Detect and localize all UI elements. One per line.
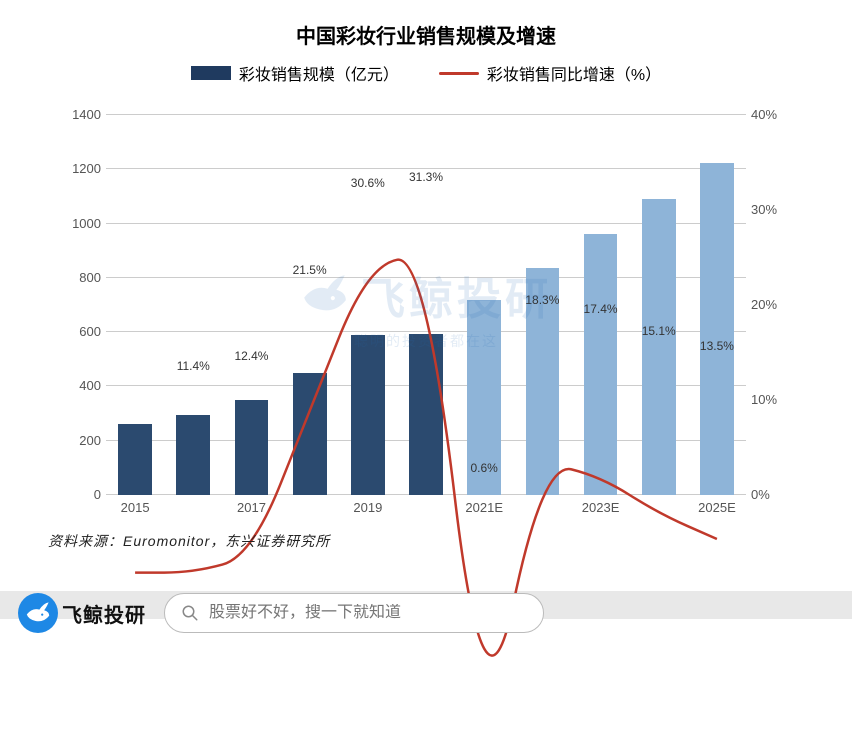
footer-logo[interactable]: 飞鲸投研 <box>18 593 146 633</box>
whale-logo-icon <box>18 593 58 633</box>
growth-label: 31.3% <box>409 170 443 184</box>
chart-title: 中国彩妆行业销售规模及增速 <box>40 20 812 49</box>
legend-bar-label: 彩妆销售规模（亿元） <box>239 61 399 85</box>
x-tick: 2025E <box>688 500 746 525</box>
x-tick: 2021E <box>455 500 513 525</box>
search-icon <box>181 604 199 622</box>
growth-label: 11.4% <box>177 359 210 373</box>
x-tick: 2019 <box>339 500 397 525</box>
footer-logo-text: 飞鲸投研 <box>62 599 146 628</box>
growth-label: 12.4% <box>234 349 268 363</box>
legend-bar-swatch <box>191 66 231 80</box>
growth-label: 18.3% <box>525 293 559 307</box>
source-text: 资料来源：Euromonitor，东兴证券研究所 <box>48 531 330 551</box>
x-axis: 2015 2017 2019 2021E 2023E 2025E <box>106 500 746 525</box>
legend-line-item: 彩妆销售同比增速（%） <box>439 61 661 85</box>
legend-line-swatch <box>439 72 479 75</box>
legend: 彩妆销售规模（亿元） 彩妆销售同比增速（%） <box>40 61 812 85</box>
growth-label: 30.6% <box>351 176 385 190</box>
chart-container: 中国彩妆行业销售规模及增速 彩妆销售规模（亿元） 彩妆销售同比增速（%） 020… <box>0 0 852 643</box>
footer-bar: 飞鲸投研 <box>0 583 852 643</box>
plot-wrap: 0200400600800100012001400 0%10%20%30%40%… <box>46 105 806 525</box>
legend-line-label: 彩妆销售同比增速（%） <box>487 61 661 85</box>
x-tick <box>513 500 571 525</box>
y-left-axis: 0200400600800100012001400 <box>46 115 101 495</box>
legend-bar-item: 彩妆销售规模（亿元） <box>191 61 399 85</box>
x-tick <box>164 500 222 525</box>
growth-label: 17.4% <box>584 302 618 316</box>
plot-area: 11.4% 12.4% 21.5% 30.6% 31.3% 0.6% 18.3% 17.4% 1… <box>106 115 746 495</box>
x-tick: 2023E <box>572 500 630 525</box>
x-tick <box>397 500 455 525</box>
x-tick: 2015 <box>106 500 164 525</box>
growth-label: 21.5% <box>293 263 327 277</box>
growth-label: 13.5% <box>700 339 734 353</box>
search-input[interactable] <box>209 604 527 622</box>
y-right-axis: 0%10%20%30%40% <box>751 115 806 495</box>
growth-label: 0.6% <box>470 461 497 475</box>
x-tick <box>281 500 339 525</box>
x-tick <box>630 500 688 525</box>
search-box[interactable] <box>164 593 544 633</box>
growth-label: 15.1% <box>642 324 676 338</box>
x-tick: 2017 <box>222 500 280 525</box>
